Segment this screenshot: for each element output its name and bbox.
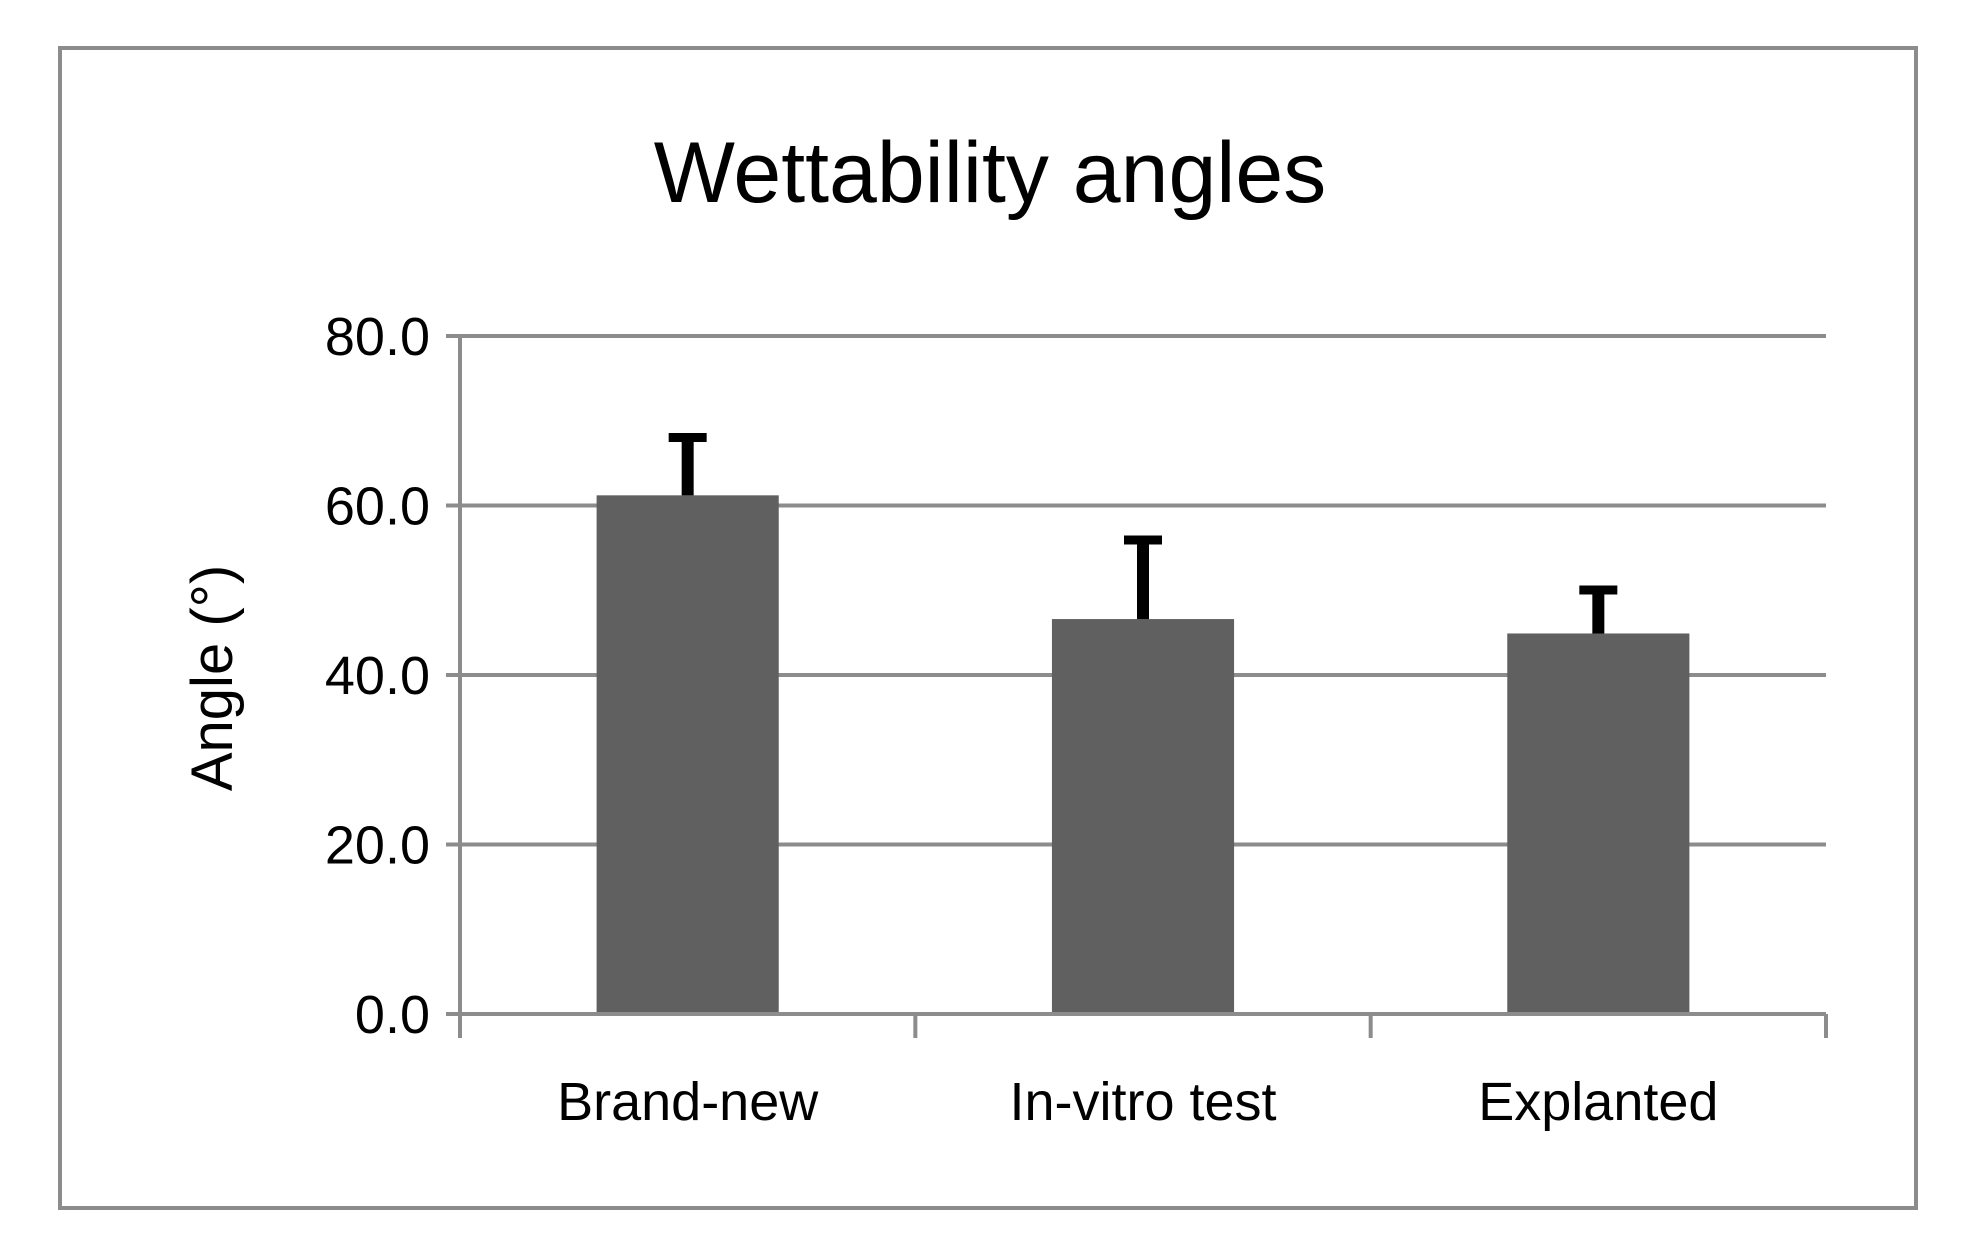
y-tick-label: 60.0 [325,477,430,537]
y-tick-label: 20.0 [325,816,430,876]
bar-brand-new [596,495,779,1015]
bar-in-vitro-test [1051,619,1235,1014]
error-bars [668,432,1618,634]
x-axis-tick-labels: Brand-new In-vitro test Explanted [557,1072,1718,1132]
x-tick-label: In-vitro test [1009,1072,1276,1132]
x-tick-label: Explanted [1478,1072,1718,1132]
x-tick-label: Brand-new [557,1072,819,1132]
y-tick-label: 80.0 [325,307,430,367]
y-tick-label: 0.0 [355,985,430,1045]
chart-title: Wettability angles [654,125,1326,221]
y-axis-title: Angle (°) [180,565,245,791]
y-axis-tick-labels: 0.0 20.0 40.0 60.0 80.0 [325,307,430,1045]
bar-series [596,495,1690,1015]
y-tick-label: 40.0 [325,646,430,706]
axes [446,334,1828,1038]
bar-explanted [1507,633,1690,1014]
